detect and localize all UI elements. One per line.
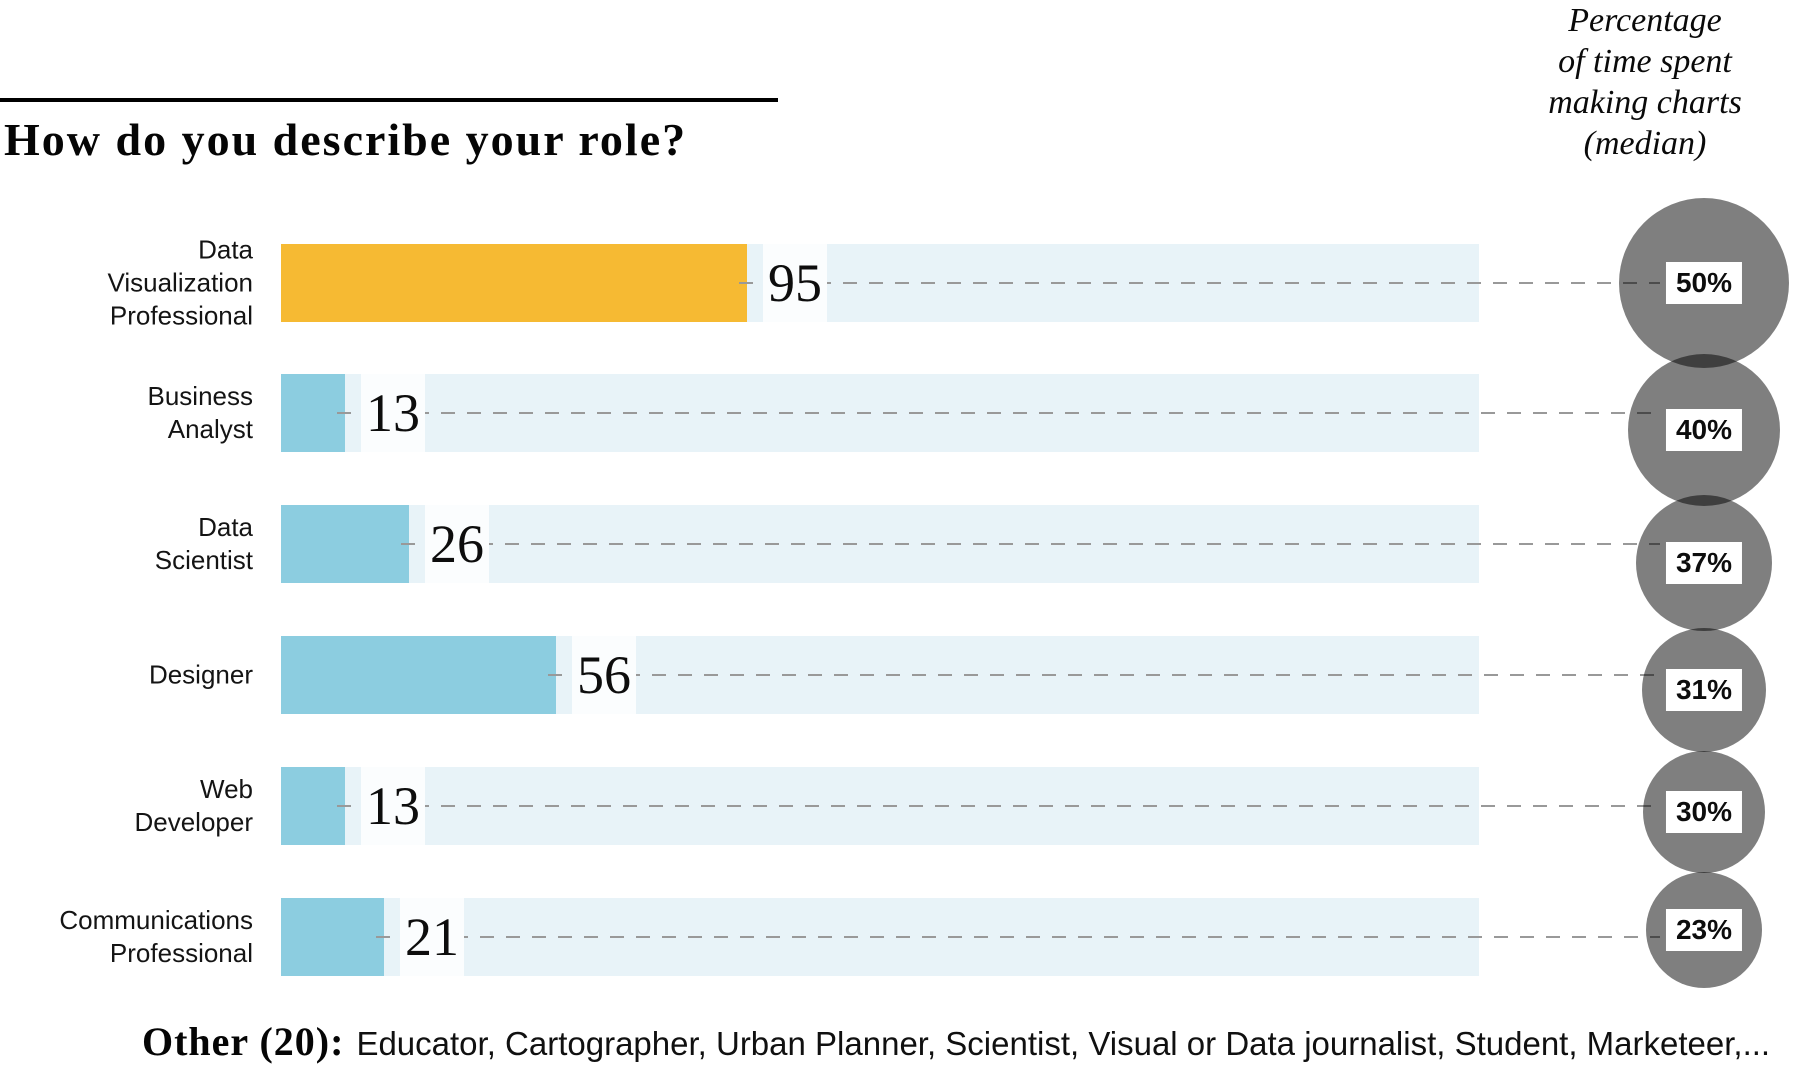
right-axis-title: Percentage of time spent making charts (… [1548, 2, 1742, 162]
bar [281, 767, 345, 845]
value-label: 26 [425, 505, 489, 583]
leader-dashed-line [548, 674, 1660, 676]
chart-title: How do you describe your role? [4, 114, 688, 165]
bar [281, 505, 409, 583]
category-label: Communications Professional [59, 905, 253, 968]
value-label: 13 [361, 767, 425, 845]
leader-dashed-line [739, 282, 1660, 284]
leader-dashed-line [376, 936, 1660, 938]
bar [281, 374, 345, 452]
leader-dashed-line [337, 412, 1660, 414]
value-label: 56 [572, 636, 636, 714]
median-circle: 37% [1636, 495, 1772, 631]
bar [281, 636, 556, 714]
footer-note: Other (20): Educator, Cartographer, Urban… [142, 1018, 1770, 1065]
footer-text: Educator, Cartographer, Urban Planner, S… [356, 1025, 1771, 1062]
footer-label: Other (20): [142, 1019, 345, 1064]
median-value-badge: 37% [1665, 542, 1743, 584]
bar [281, 244, 747, 322]
category-label: Web Developer [134, 774, 253, 837]
leader-dashed-line [337, 805, 1660, 807]
median-value-badge: 50% [1665, 262, 1743, 304]
median-value-badge: 40% [1665, 409, 1743, 451]
median-circle: 23% [1646, 872, 1762, 988]
median-value-badge: 23% [1665, 909, 1743, 951]
bar [281, 898, 384, 976]
median-circle: 30% [1643, 751, 1765, 873]
median-value-badge: 30% [1665, 791, 1743, 833]
median-circle: 31% [1642, 628, 1766, 752]
category-label: Business Analyst [147, 381, 254, 444]
value-label: 21 [400, 898, 464, 976]
category-label: Data Scientist [154, 512, 253, 575]
median-circle: 40% [1628, 354, 1780, 506]
leader-dashed-line [401, 543, 1660, 545]
category-label: Designer [148, 659, 253, 690]
median-value-badge: 31% [1665, 669, 1743, 711]
median-circle: 50% [1619, 198, 1789, 368]
value-label: 13 [361, 374, 425, 452]
value-label: 95 [763, 244, 827, 322]
category-label: Data Visualization Professional [107, 234, 253, 331]
title-underline [0, 98, 778, 102]
